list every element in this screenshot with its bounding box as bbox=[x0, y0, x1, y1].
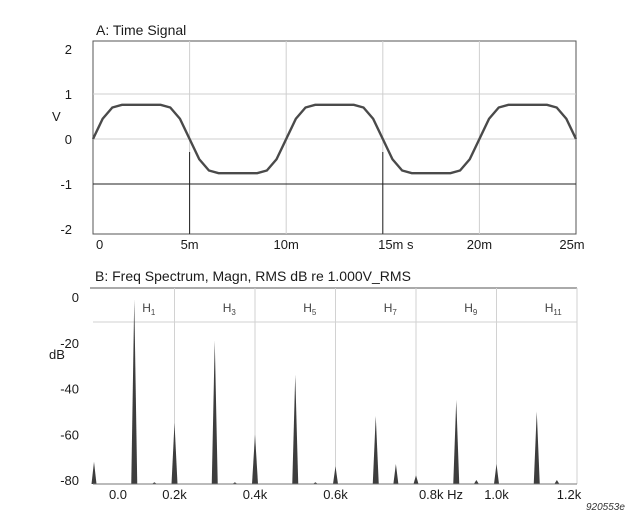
time-signal-plot-area bbox=[92, 40, 577, 235]
freq-spectrum-bar bbox=[453, 399, 460, 484]
freq-spectrum-y-axis-label: dB bbox=[49, 347, 65, 362]
time-signal-y-ticks: 2 1 0 -1 -2 bbox=[60, 42, 72, 237]
freq-spectrum-bar bbox=[473, 480, 479, 484]
harmonic-labels: H1 H3 H5 H7 H9 H11 bbox=[142, 301, 562, 317]
harmonic-label: H9 bbox=[464, 301, 478, 317]
harmonic-label-subscript: 5 bbox=[312, 308, 317, 317]
time-signal-y-tick-label: -1 bbox=[60, 177, 72, 192]
freq-spectrum-bar bbox=[292, 374, 299, 484]
time-signal-x-tick-label: 20m bbox=[467, 237, 492, 252]
freq-spectrum-bar bbox=[333, 466, 338, 484]
harmonic-label-subscript: 7 bbox=[392, 308, 397, 317]
freq-spectrum-bar bbox=[372, 415, 379, 484]
harmonic-label: H11 bbox=[545, 301, 563, 317]
time-signal-y-tick-label: 1 bbox=[65, 87, 72, 102]
time-signal-y-tick-label: -2 bbox=[60, 222, 72, 237]
time-signal-x-tick-label: 5m bbox=[181, 237, 199, 252]
freq-spectrum-bar bbox=[393, 463, 399, 484]
freq-spectrum-y-tick-label: -20 bbox=[60, 336, 79, 351]
freq-spectrum-y-tick-label: -60 bbox=[60, 427, 79, 442]
freq-spectrum-bar bbox=[413, 475, 419, 484]
freq-spectrum-x-tick-label: 1.2k bbox=[557, 487, 582, 502]
freq-spectrum-grid bbox=[93, 288, 578, 484]
freq-spectrum-x-tick-label: 0.6k bbox=[323, 487, 348, 502]
time-signal-x-tick-label: 10m bbox=[274, 237, 299, 252]
harmonic-label-subscript: 11 bbox=[553, 308, 562, 317]
freq-spectrum-bar bbox=[494, 463, 499, 484]
harmonic-label: H1 bbox=[142, 301, 156, 317]
time-signal-title: A: Time Signal bbox=[96, 22, 186, 38]
harmonic-label: H7 bbox=[384, 301, 398, 317]
figure-code-watermark: 920553e bbox=[586, 502, 625, 513]
freq-spectrum-x-tick-label: 1.0k bbox=[484, 487, 509, 502]
time-signal-grid bbox=[93, 41, 576, 234]
freq-spectrum-bar bbox=[252, 434, 258, 484]
freq-spectrum-x-tick-label: 0.8k Hz bbox=[419, 487, 463, 502]
freq-spectrum-y-ticks: 0 -20 -40 -60 -80 bbox=[60, 290, 79, 488]
harmonic-label-subscript: 1 bbox=[151, 308, 156, 317]
time-signal-series-line bbox=[91, 103, 578, 175]
harmonic-label-subscript: 3 bbox=[231, 308, 236, 317]
time-signal-x-ticks: 0 5m 10m 15m s 20m 25m bbox=[96, 237, 585, 252]
freq-spectrum-y-tick-label: -80 bbox=[60, 473, 79, 488]
freq-spectrum-bars bbox=[91, 299, 560, 484]
freq-spectrum-bar bbox=[131, 299, 138, 484]
freq-spectrum-x-tick-label: 0.4k bbox=[243, 487, 268, 502]
harmonic-label: H5 bbox=[303, 301, 317, 317]
time-signal-panel: A: Time Signal 2 1 0 -1 -2 0 5m 10m 15m s 20m 25m… bbox=[52, 22, 585, 252]
time-signal-y-tick-label: 2 bbox=[65, 42, 72, 57]
harmonic-label: H3 bbox=[223, 301, 237, 317]
harmonic-label-subscript: 9 bbox=[473, 308, 478, 317]
freq-spectrum-x-ticks: 0.0 0.2k 0.4k 0.6k 0.8k Hz 1.0k 1.2k bbox=[109, 487, 582, 502]
freq-spectrum-bar bbox=[171, 422, 178, 484]
freq-spectrum-bar bbox=[91, 461, 97, 484]
freq-spectrum-panel: B: Freq Spectrum, Magn, RMS dB re 1.000V… bbox=[49, 268, 582, 502]
time-signal-y-axis-label: V bbox=[52, 109, 61, 124]
time-signal-y-tick-label: 0 bbox=[65, 132, 72, 147]
freq-spectrum-y-tick-label: 0 bbox=[72, 290, 79, 305]
freq-spectrum-bar bbox=[554, 480, 560, 484]
freq-spectrum-x-tick-label: 0.0 bbox=[109, 487, 127, 502]
freq-spectrum-y-tick-label: -40 bbox=[60, 382, 79, 397]
time-signal-x-tick-label: 25m bbox=[559, 237, 584, 252]
freq-spectrum-x-tick-label: 0.2k bbox=[162, 487, 187, 502]
freq-spectrum-bar bbox=[533, 411, 540, 484]
time-signal-x-tick-label: 0 bbox=[96, 237, 103, 252]
freq-spectrum-title: B: Freq Spectrum, Magn, RMS dB re 1.000V… bbox=[95, 268, 411, 284]
freq-spectrum-bar bbox=[211, 340, 218, 484]
time-signal-x-tick-label: 15m s bbox=[378, 237, 414, 252]
